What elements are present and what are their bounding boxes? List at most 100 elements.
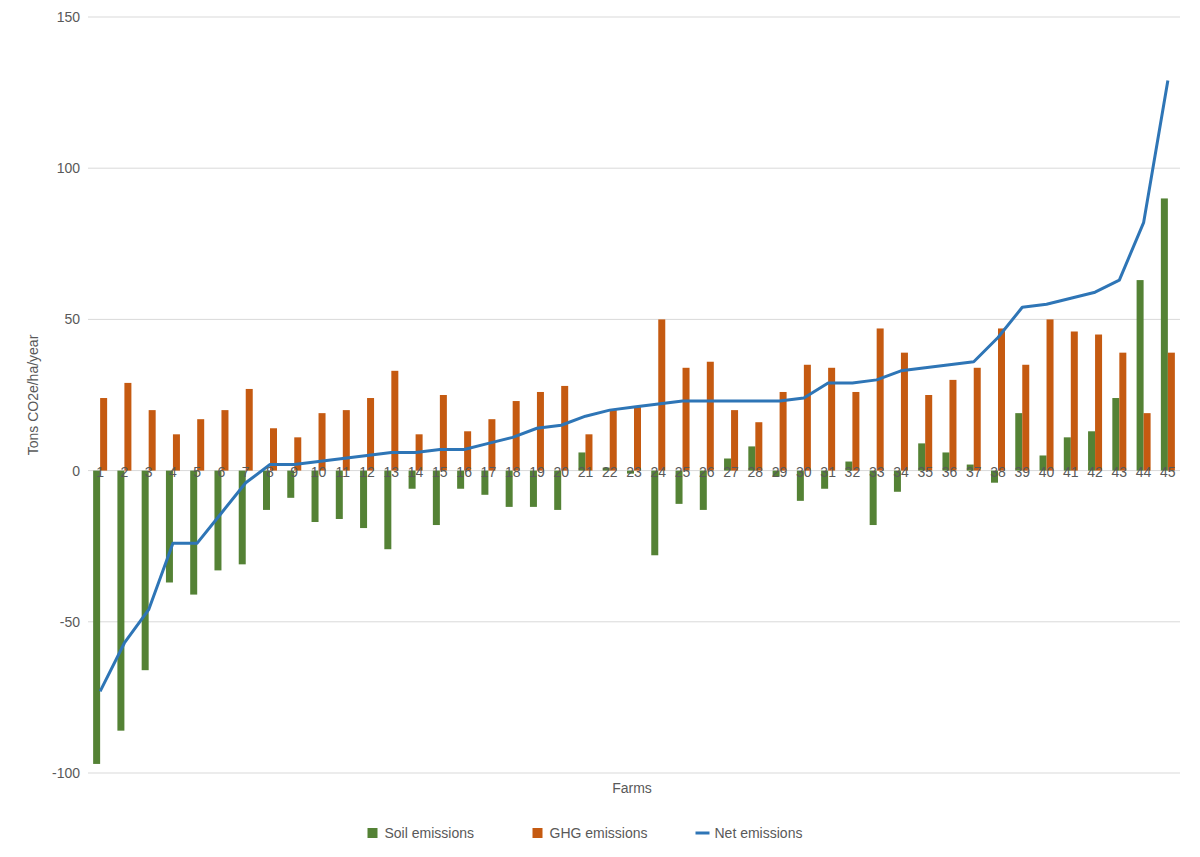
bar <box>1119 353 1126 471</box>
y-tick-label: 0 <box>72 463 80 479</box>
bar <box>1161 198 1168 470</box>
bar <box>998 328 1005 470</box>
bar <box>100 398 107 471</box>
x-tick-label: 30 <box>796 464 812 480</box>
bar <box>221 410 228 470</box>
legend-label: GHG emissions <box>550 825 648 841</box>
legend-label: Net emissions <box>715 825 803 841</box>
grid-line <box>88 621 1180 622</box>
legend-key <box>368 828 378 838</box>
bar <box>1015 413 1022 470</box>
bar <box>440 395 447 471</box>
chart: -100-50050100150123456789101112131415161… <box>0 0 1200 857</box>
y-axis-title: Tons CO2e/ha/year <box>25 334 41 455</box>
x-tick-label: 6 <box>218 464 226 480</box>
x-tick-label: 8 <box>266 464 274 480</box>
bar <box>367 398 374 471</box>
x-tick-label: 25 <box>675 464 691 480</box>
y-tick-label: -100 <box>52 765 80 781</box>
x-tick-label: 11 <box>336 464 351 480</box>
x-tick-label: 7 <box>242 464 250 480</box>
x-tick-label: 42 <box>1087 464 1103 480</box>
x-tick-label: 27 <box>723 464 739 480</box>
bar <box>877 328 884 470</box>
x-axis-title: Farms <box>612 780 652 796</box>
bar <box>1112 398 1119 471</box>
x-tick-label: 17 <box>481 464 497 480</box>
x-tick-label: 31 <box>820 464 836 480</box>
x-tick-label: 21 <box>578 464 594 480</box>
legend-key <box>533 828 543 838</box>
x-tick-label: 18 <box>505 464 521 480</box>
bar <box>384 471 391 550</box>
x-tick-label: 22 <box>602 464 618 480</box>
x-tick-label: 36 <box>942 464 958 480</box>
x-tick-label: 35 <box>917 464 933 480</box>
x-tick-label: 14 <box>408 464 424 480</box>
bar <box>124 383 131 471</box>
x-tick-label: 23 <box>626 464 642 480</box>
bar <box>852 392 859 471</box>
grid-line <box>88 17 1180 18</box>
x-tick-label: 34 <box>893 464 909 480</box>
bar <box>1071 331 1078 470</box>
bar <box>561 386 568 471</box>
bar <box>190 471 197 595</box>
bar <box>1168 353 1175 471</box>
x-tick-label: 1 <box>96 464 104 480</box>
bar <box>117 471 124 731</box>
x-tick-label: 10 <box>311 464 327 480</box>
y-tick-label: 100 <box>57 160 81 176</box>
bar <box>1047 319 1054 470</box>
bar <box>925 395 932 471</box>
bar <box>974 368 981 471</box>
grid-line <box>88 773 1180 774</box>
bar <box>1095 335 1102 471</box>
x-tick-label: 32 <box>845 464 861 480</box>
legend-key <box>696 832 710 835</box>
y-tick-label: 150 <box>57 9 81 25</box>
legend: Soil emissions GHG emissions Net emissions <box>368 825 803 841</box>
x-tick-label: 26 <box>699 464 715 480</box>
x-tick-label: 3 <box>145 464 153 480</box>
legend-label: Soil emissions <box>385 825 474 841</box>
x-tick-label: 16 <box>456 464 472 480</box>
x-tick-label: 41 <box>1063 464 1079 480</box>
bar <box>391 371 398 471</box>
bar <box>343 410 350 470</box>
bar <box>683 368 690 471</box>
x-tick-label: 5 <box>193 464 201 480</box>
bar <box>780 392 787 471</box>
grid-line <box>88 168 1180 169</box>
bar <box>731 410 738 470</box>
bar <box>651 471 658 556</box>
x-tick-label: 24 <box>650 464 666 480</box>
x-tick-label: 28 <box>748 464 764 480</box>
bar <box>537 392 544 471</box>
x-tick-label: 43 <box>1112 464 1128 480</box>
x-tick-label: 4 <box>169 464 177 480</box>
bar <box>142 471 149 671</box>
bar <box>634 407 641 471</box>
x-tick-label: 44 <box>1136 464 1152 480</box>
bar <box>1144 413 1151 470</box>
x-tick-label: 20 <box>553 464 569 480</box>
x-tick-label: 33 <box>869 464 885 480</box>
bar <box>658 319 665 470</box>
x-tick-label: 19 <box>529 464 545 480</box>
x-tick-label: 29 <box>772 464 788 480</box>
x-tick-label: 45 <box>1160 464 1176 480</box>
plot-area <box>93 81 1175 764</box>
x-tick-label: 39 <box>1014 464 1030 480</box>
y-tick-label: -50 <box>60 614 80 630</box>
grid <box>88 17 1180 773</box>
x-tick-label: 40 <box>1039 464 1055 480</box>
y-tick-label: 50 <box>64 311 80 327</box>
bar <box>949 380 956 471</box>
x-tick-label: 12 <box>359 464 375 480</box>
bar <box>166 471 173 583</box>
line <box>100 81 1168 692</box>
x-tick-label: 13 <box>384 464 400 480</box>
x-tick-label: 37 <box>966 464 982 480</box>
x-tick-label: 15 <box>432 464 448 480</box>
